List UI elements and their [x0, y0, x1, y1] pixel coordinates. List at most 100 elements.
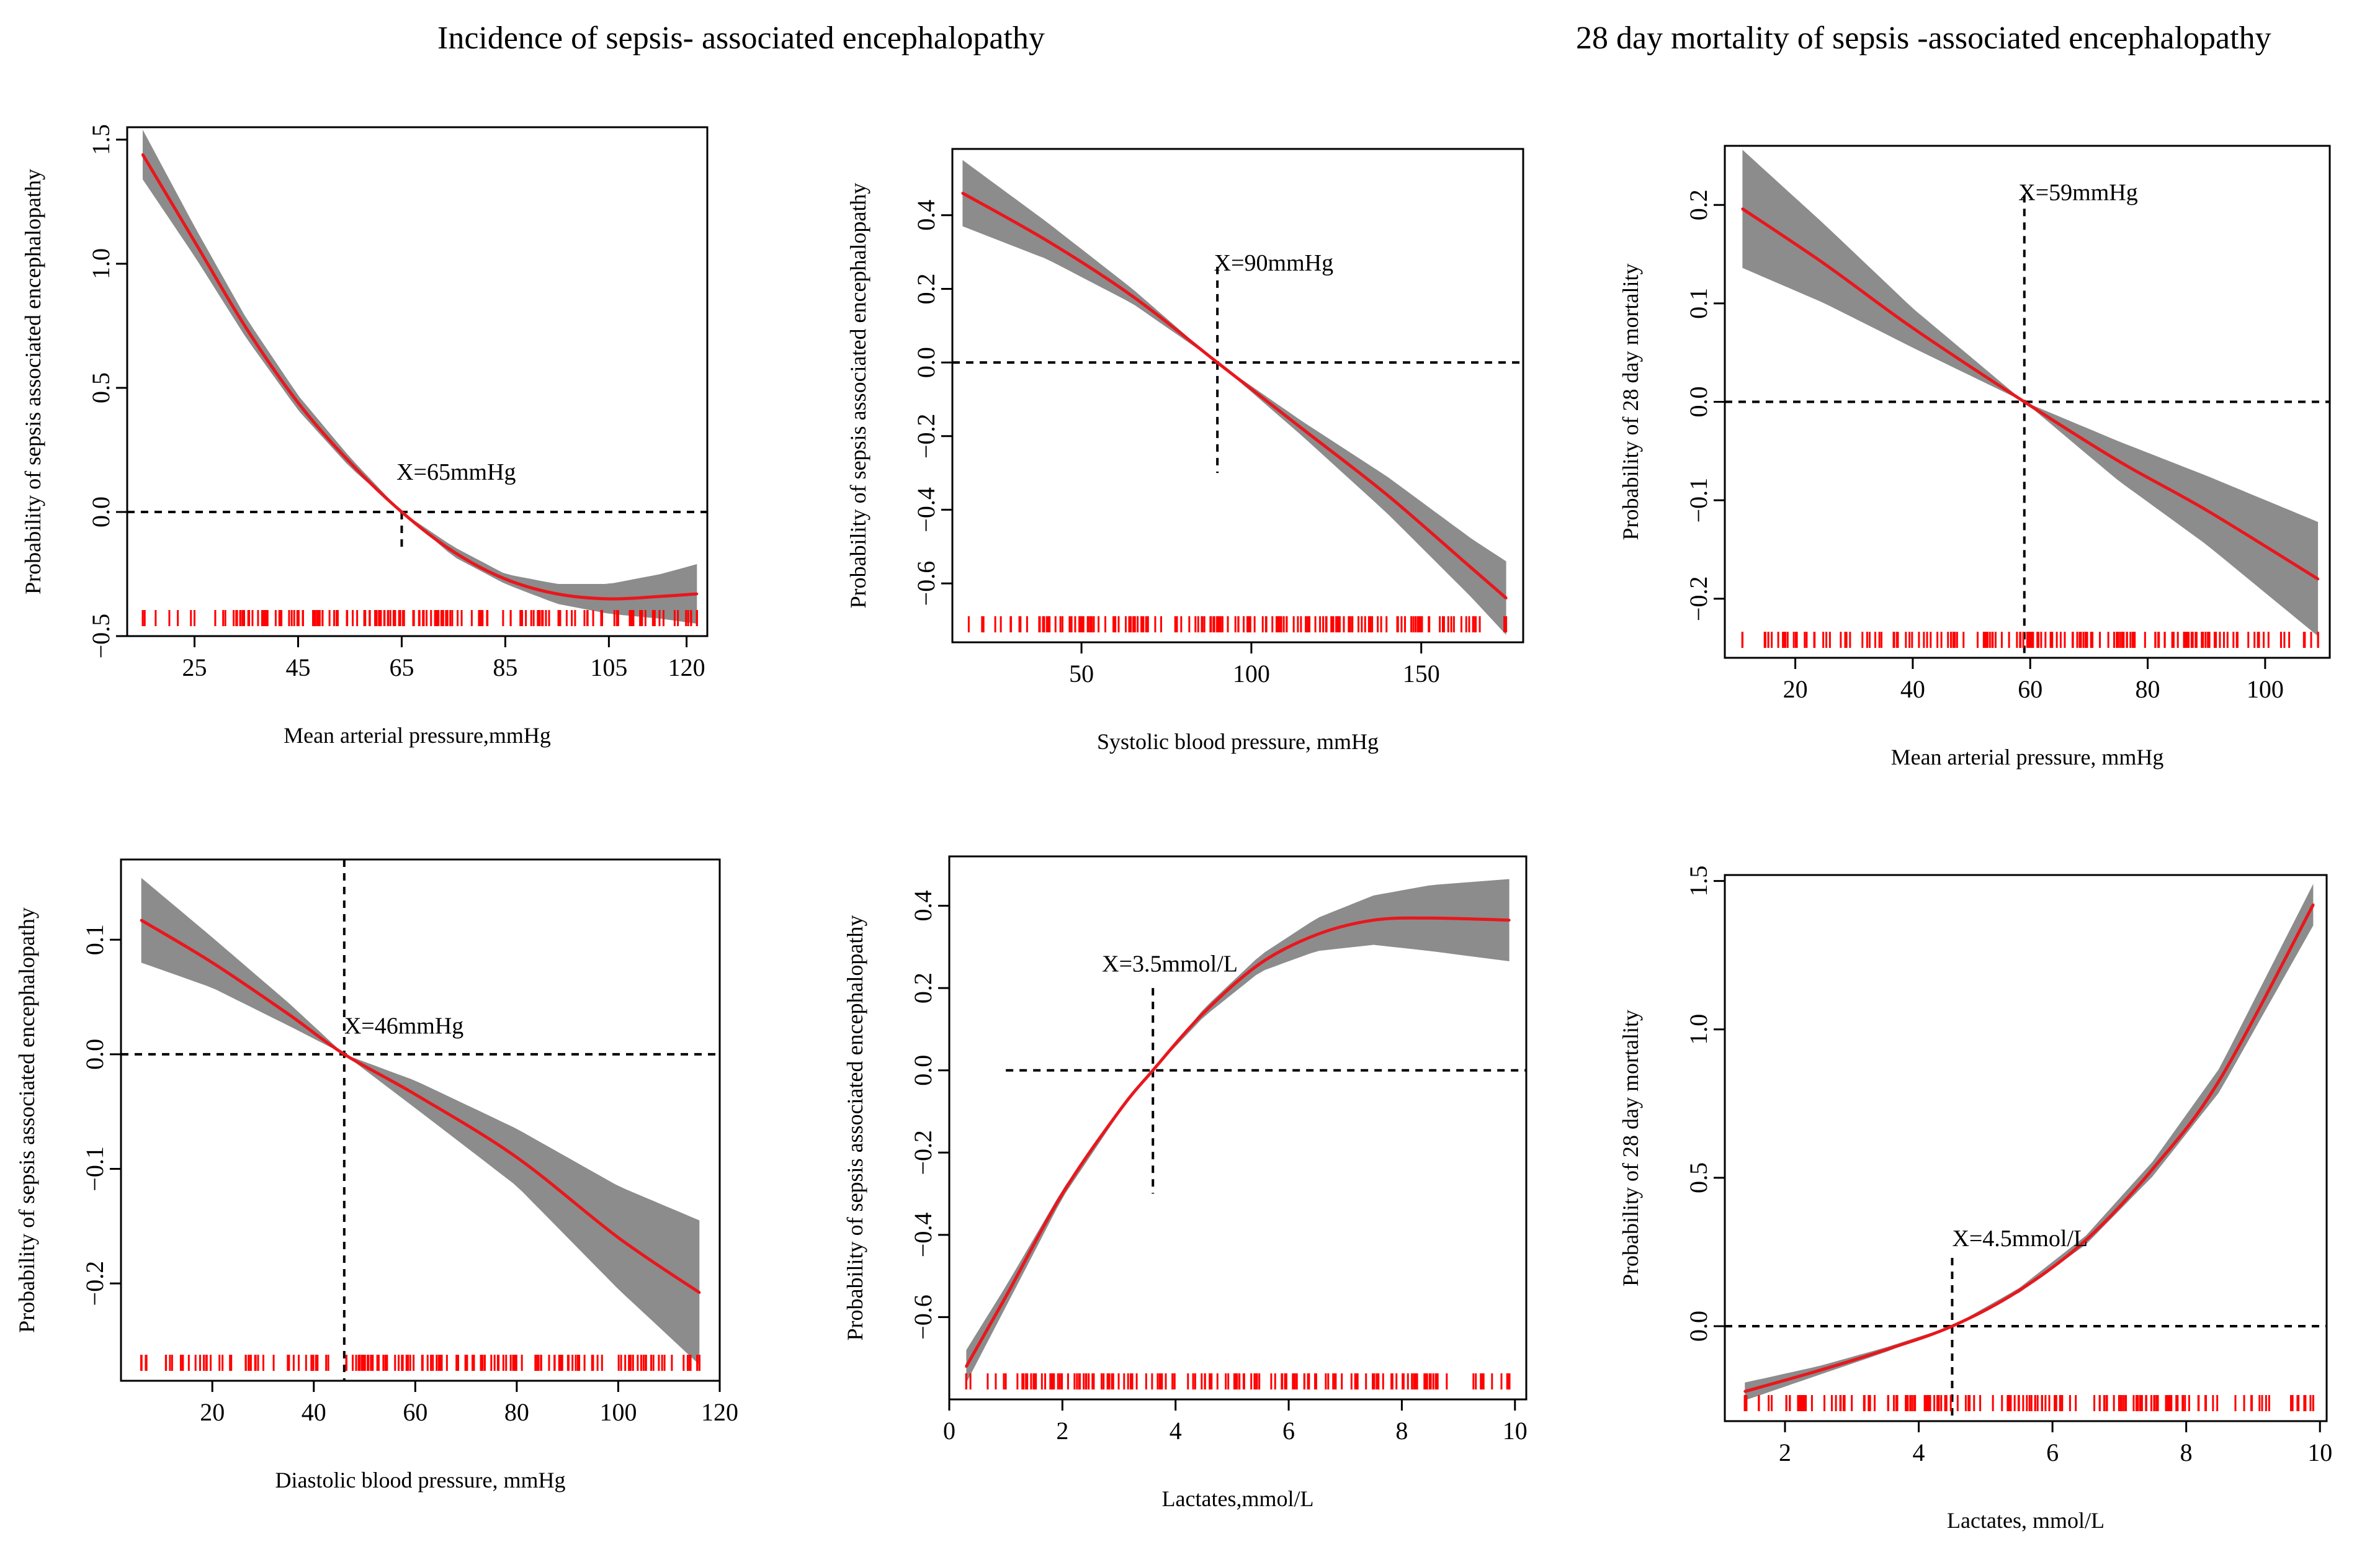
- y-tick-label: −0.6: [912, 561, 940, 606]
- figure-title-left: Incidence of sepsis- associated encephal…: [437, 20, 1045, 56]
- y-tick-label: 1.0: [87, 248, 115, 279]
- x-axis-label: Diastolic blood pressure, mmHg: [275, 1468, 566, 1492]
- curve-point: [348, 461, 351, 464]
- curve-point: [193, 240, 196, 243]
- curve-point: [1505, 596, 1508, 599]
- curve-point: [1131, 295, 1134, 298]
- fitted-curve: [965, 916, 1510, 1368]
- curve-point: [2218, 1079, 2221, 1081]
- x-tick-label: 6: [1282, 1417, 1295, 1445]
- x-tick-label: 10: [2307, 1439, 2332, 1466]
- y-tick-label: 0.1: [1684, 288, 1712, 319]
- y-tick-label: 0.0: [1684, 1311, 1712, 1342]
- curve-point: [965, 1365, 968, 1368]
- curve-point: [342, 1053, 346, 1056]
- y-tick-label: 0.0: [1684, 387, 1712, 418]
- y-tick-label: −0.1: [81, 1146, 109, 1192]
- confidence-band: [143, 130, 697, 624]
- curve-point: [1385, 493, 1389, 496]
- curve-point: [2085, 1239, 2087, 1242]
- x-tick-label: 4: [1913, 1439, 1925, 1466]
- figure-title-right: 28 day mortality of sepsis -associated e…: [1576, 20, 2271, 56]
- y-tick-label: 1.5: [87, 124, 115, 155]
- x-tick-label: 40: [1900, 675, 1925, 703]
- curve-point: [696, 593, 699, 595]
- x-tick-label: 120: [668, 653, 705, 681]
- x-axis-label: Lactates,mmol/L: [1162, 1486, 1314, 1511]
- x-tick-label: 60: [2018, 675, 2042, 703]
- curve-point: [2151, 1167, 2154, 1170]
- curve-point: [1152, 1069, 1155, 1072]
- panel-p5: 0 2 4 6 8 10 −0.6 −0.4 −0.2 0.0 0.2 0.4 Lactates,mmo…: [843, 855, 1528, 1511]
- x-tick-label: 60: [403, 1398, 427, 1426]
- curve-point: [1315, 933, 1318, 936]
- y-tick-label: 1.0: [1684, 1014, 1712, 1045]
- y-tick-label: −0.2: [81, 1261, 109, 1306]
- curve-point: [555, 593, 558, 595]
- curve-point: [2312, 903, 2315, 906]
- y-axis-label: Probability of sepsis associated encepha…: [843, 915, 867, 1341]
- panel-p6: 2 4 6 8 10 0.0 0.5 1.0 1.5 Lactates, mmol/L Probab…: [1618, 866, 2332, 1533]
- x-tick-label: 8: [1395, 1417, 1408, 1445]
- plot-frame: [948, 855, 1528, 1401]
- y-tick-label: 1.5: [1684, 866, 1712, 897]
- curve-point: [617, 1236, 620, 1239]
- x-tick-label: 25: [182, 653, 207, 681]
- curve-point: [1202, 1011, 1206, 1014]
- fitted-curve: [141, 153, 697, 601]
- y-axis-label: Probability of sepsis associated encepha…: [20, 169, 45, 595]
- cutoff-annotation: X=65mmHg: [396, 459, 516, 485]
- curve-point: [1823, 263, 1826, 266]
- x-tick-label: 2: [1056, 1417, 1068, 1445]
- confidence-band: [1742, 150, 2319, 637]
- curve-point: [140, 918, 143, 922]
- x-axis-label: Lactates, mmol/L: [1947, 1508, 2105, 1533]
- curve-point: [1743, 1390, 1747, 1393]
- x-tick-label: 80: [2136, 675, 2160, 703]
- x-tick-label: 80: [504, 1398, 529, 1426]
- y-tick-label: −0.5: [87, 614, 115, 659]
- x-axis-label: Mean arterial pressure, mmHg: [1891, 745, 2164, 770]
- x-tick-label: 40: [302, 1398, 326, 1426]
- plot-frame: [1724, 874, 2328, 1422]
- curve-point: [400, 511, 403, 513]
- x-tick-label: 10: [1503, 1417, 1528, 1445]
- x-tick-label: 105: [590, 653, 627, 681]
- curve-point: [1117, 1110, 1121, 1113]
- cutoff-annotation: X=90mmHg: [1214, 250, 1333, 276]
- curve-point: [2205, 509, 2208, 512]
- x-tick-label: 4: [1170, 1417, 1182, 1445]
- x-tick-label: 6: [2046, 1439, 2059, 1466]
- cutoff-annotation: X=3.5mmol/L: [1102, 951, 1238, 977]
- curve-point: [1429, 917, 1431, 920]
- y-tick-label: 0.0: [81, 1039, 109, 1070]
- curve-point: [961, 192, 964, 195]
- curve-point: [452, 550, 455, 553]
- curve-point: [1817, 1369, 1820, 1372]
- x-tick-label: 150: [1403, 660, 1440, 688]
- y-tick-label: 0.4: [912, 200, 940, 231]
- fitted-curve: [140, 918, 700, 1294]
- x-tick-label: 120: [701, 1398, 738, 1426]
- curve-point: [515, 1156, 518, 1159]
- curve-point: [245, 327, 248, 330]
- curve-point: [1508, 918, 1511, 922]
- curve-point: [1372, 918, 1375, 922]
- x-tick-label: 20: [200, 1398, 225, 1426]
- y-tick-label: 0.0: [87, 496, 115, 527]
- panel-p2: 50 100 150 −0.6 −0.4 −0.2 0.0 0.2 0.4 Systolic bl…: [846, 148, 1524, 754]
- y-axis-label: Probability of 28 day mortality: [1618, 264, 1643, 541]
- plot-frame: [951, 148, 1524, 644]
- fitted-curve: [1744, 904, 2315, 1393]
- curve-point: [297, 402, 300, 404]
- x-tick-label: 100: [2247, 675, 2284, 703]
- curve-point: [698, 1291, 701, 1294]
- curve-point: [1884, 1349, 1887, 1352]
- panel-p4: 20 40 60 80 100 120 −0.2 −0.1 0.0 0.1 Diastolic bl…: [14, 858, 738, 1492]
- x-axis-label: Systolic blood pressure, mmHg: [1097, 729, 1379, 754]
- panel-p3: 20 40 60 80 100 −0.2 −0.1 0.0 0.1 0.2 Mean arteria…: [1618, 145, 2331, 770]
- cutoff-annotation: X=4.5mmol/L: [1952, 1226, 2088, 1252]
- confidence-band: [962, 159, 1506, 635]
- x-tick-label: 100: [1233, 660, 1270, 688]
